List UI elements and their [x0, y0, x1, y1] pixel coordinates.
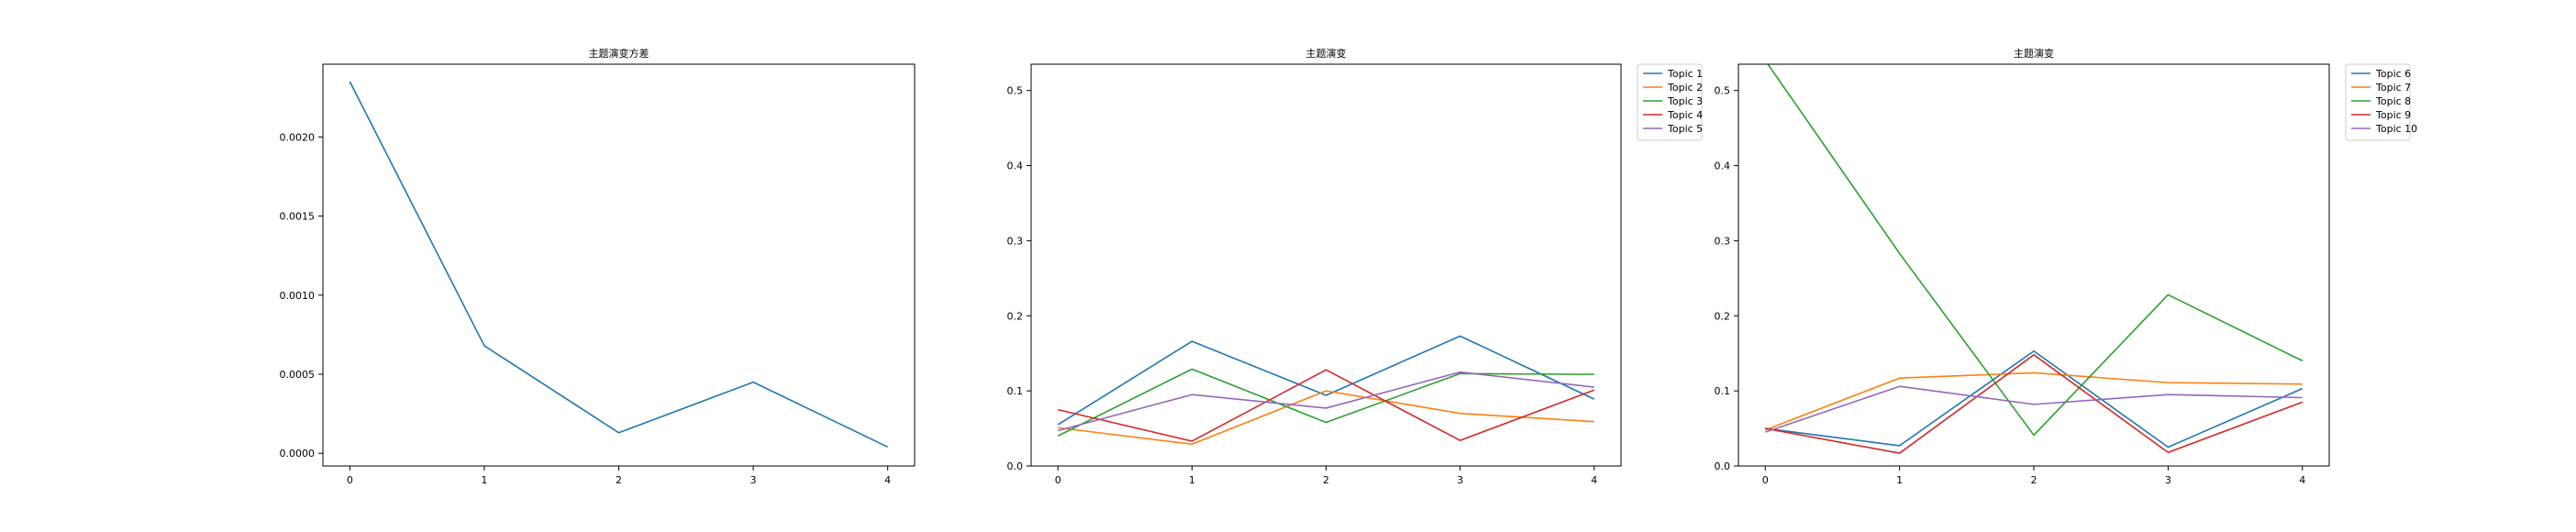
legend-box [1637, 63, 1703, 141]
legend-label: Topic 3 [1667, 95, 1703, 107]
y-tick-label: 0.2 [1007, 310, 1024, 322]
y-tick-label: 0.5 [1715, 85, 1731, 97]
legend-label: Topic 10 [2375, 123, 2417, 135]
series-line-topic-3 [1057, 368, 1594, 437]
chart-title: 主题演变 [2014, 47, 2054, 60]
x-tick-label: 0 [1762, 474, 1769, 486]
y-tick-label: 0.2 [1715, 310, 1731, 322]
chart-title: 主题演变方差 [589, 47, 650, 60]
y-tick-label: 0.1 [1715, 385, 1731, 397]
y-tick-label: 0.4 [1007, 161, 1024, 172]
x-tick-label: 1 [1189, 474, 1195, 486]
plot-area [1764, 64, 2304, 454]
series-line-topic-9 [1765, 354, 2304, 454]
x-tick-label: 0 [347, 474, 353, 486]
legend-label: Topic 7 [2375, 82, 2411, 94]
x-tick-label: 1 [481, 474, 487, 486]
legend-label: Topic 9 [2375, 109, 2411, 121]
y-tick-label: 0.1 [1007, 385, 1024, 397]
y-tick-label: 0.3 [1715, 235, 1731, 247]
y-tick-label: 0.5 [1007, 85, 1024, 97]
x-tick-label: 2 [616, 474, 622, 486]
x-tick-label: 3 [1457, 474, 1463, 486]
series-line-topic-2 [1058, 390, 1594, 446]
y-tick-label: 0.0 [1007, 460, 1024, 472]
y-tick-label: 0.0000 [280, 448, 316, 460]
x-tick-label: 0 [1055, 474, 1061, 486]
legend-label: Topic 4 [1667, 109, 1703, 121]
y-tick-label: 0.0015 [280, 211, 316, 223]
y-tick-label: 0.4 [1715, 161, 1731, 172]
x-tick-label: 3 [2165, 474, 2171, 486]
x-tick-label: 4 [2299, 474, 2305, 486]
x-tick-label: 2 [2031, 474, 2037, 486]
series-line-topic-7 [1764, 371, 2303, 431]
y-tick-label: 0.0020 [280, 131, 316, 143]
x-tick-label: 4 [884, 474, 891, 486]
series-line-topic-4 [1058, 369, 1595, 442]
legend-label: Topic 8 [2375, 95, 2411, 107]
axes-frame [1738, 63, 2330, 467]
series-line-topic-6 [1765, 349, 2304, 449]
legend-label: Topic 5 [1667, 123, 1703, 135]
axes-frame [1030, 63, 1622, 467]
y-tick-label: 0.0010 [280, 290, 316, 302]
y-tick-label: 0.0005 [280, 369, 316, 381]
legend-label: Topic 1 [1667, 68, 1703, 80]
chart-1: 主题演变方差 0 1 2 3 4 0.0000 0.0005 0.0010 0.0015 0.002… [280, 47, 916, 486]
series-line-topic-1 [1057, 335, 1595, 426]
chart-title: 主题演变 [1306, 47, 1347, 60]
legend-box [2345, 63, 2411, 141]
series-line-topic-8 [1767, 64, 2304, 437]
plot-area [1057, 335, 1595, 446]
series-line-topic-10 [1765, 385, 2303, 433]
plot-area [349, 81, 889, 449]
legend-label: Topic 6 [2375, 68, 2411, 80]
x-tick-label: 2 [1323, 474, 1329, 486]
x-tick-label: 3 [750, 474, 757, 486]
legend-label: Topic 2 [1667, 82, 1703, 94]
y-tick-label: 0.0 [1715, 460, 1731, 472]
y-tick-label: 0.3 [1007, 235, 1024, 247]
x-tick-label: 1 [1896, 474, 1903, 486]
series-line-1 [349, 81, 889, 449]
axes-frame [322, 63, 916, 467]
x-tick-label: 4 [1591, 474, 1597, 486]
series-line-topic-5 [1058, 371, 1594, 432]
